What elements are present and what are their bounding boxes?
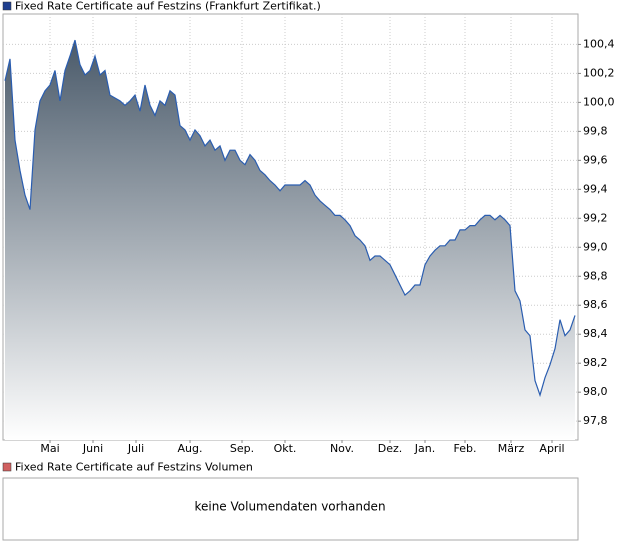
y-tick-label: 99,2 [583,211,608,224]
x-tick-label: Jan. [414,442,435,455]
y-tick-label: 98,0 [583,385,608,398]
x-tick-label: Aug. [178,442,203,455]
volume-frame [2,477,579,541]
no-data-message: keine Volumendaten vorhanden [194,500,385,514]
x-tick-label: Juli [127,442,144,455]
y-tick-label: 97,8 [583,414,608,427]
legend-label: Fixed Rate Certificate auf Festzins (Fra… [15,0,321,13]
legend-swatch [2,462,12,472]
x-tick-label: Feb. [454,442,477,455]
y-tick-label: 100,4 [583,37,615,50]
legend-label: Fixed Rate Certificate auf Festzins Volu… [15,461,253,474]
y-tick-label: 98,8 [583,269,608,282]
legend-swatch [2,1,12,11]
plot: 97,8 98,0 98,2 98,4 98,6 98,8 99,0 99,2 99,4 99,6… [3,14,615,455]
price-line [4,39,576,398]
x-tick-label: Okt. [274,442,297,455]
y-tick-label: 98,4 [583,327,608,340]
x-tick-label: Dez. [378,442,403,455]
x-tick-label: Mai [40,442,59,455]
y-tick-label: 100,2 [583,66,615,79]
y-tick-label: 98,6 [583,298,608,311]
y-tick-label: 100,0 [583,95,615,108]
y-tick-label: 98,2 [583,356,608,369]
y-tick-label: 99,4 [583,182,608,195]
area-fill [5,40,575,440]
x-tick-label: März [498,442,525,455]
y-tick-label: 99,8 [583,124,608,137]
y-tick-label: 99,6 [583,153,608,166]
x-tick-label: Sep. [230,442,254,455]
x-tick-label: Nov. [330,442,354,455]
x-tick-label: Juni [82,442,103,455]
y-tick-label: 99,0 [583,240,608,253]
x-tick-label: April [539,442,564,455]
